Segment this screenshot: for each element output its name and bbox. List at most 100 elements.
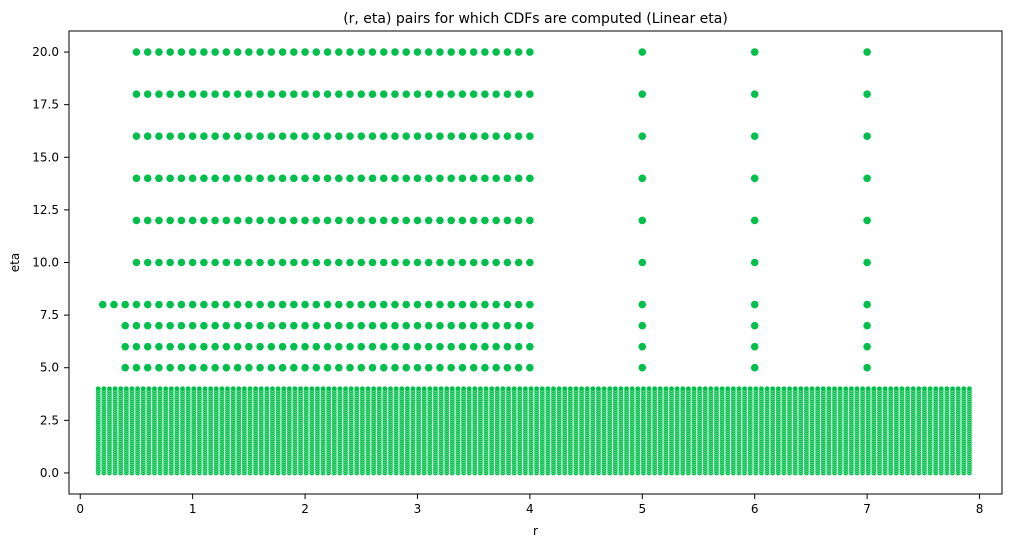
scatter-point bbox=[618, 385, 624, 392]
scatter-point bbox=[376, 385, 383, 392]
scatter-point bbox=[702, 385, 709, 392]
scatter-point bbox=[545, 385, 551, 392]
scatter-point bbox=[522, 385, 529, 392]
scatter-point bbox=[533, 385, 540, 392]
scatter-point bbox=[578, 385, 585, 392]
scatter-point bbox=[595, 385, 602, 392]
scatter-point bbox=[264, 385, 270, 392]
scatter-point bbox=[331, 385, 338, 392]
scatter-point bbox=[758, 385, 765, 392]
scatter-point bbox=[95, 385, 102, 392]
scatter-point bbox=[286, 385, 293, 392]
scatter-point bbox=[708, 385, 714, 392]
scatter-point bbox=[539, 385, 546, 392]
scatter-point bbox=[146, 385, 152, 392]
scatter-point bbox=[353, 385, 360, 392]
scatter-point bbox=[668, 385, 675, 392]
scatter-point bbox=[309, 385, 315, 392]
scatter-point bbox=[325, 385, 332, 392]
scatter-point bbox=[494, 385, 501, 392]
plot-area bbox=[95, 47, 973, 476]
scatter-point bbox=[275, 385, 281, 392]
scatter-point bbox=[516, 385, 523, 392]
scatter-point bbox=[365, 385, 371, 392]
scatter-point bbox=[646, 385, 652, 392]
scatter-point bbox=[713, 385, 720, 392]
scatter-point bbox=[235, 385, 242, 392]
scatter-point bbox=[117, 385, 124, 392]
scatter-point bbox=[584, 385, 590, 392]
scatter-point bbox=[421, 385, 427, 392]
scatter-point bbox=[162, 385, 169, 392]
scatter-point bbox=[477, 385, 484, 392]
scatter-point bbox=[247, 385, 253, 392]
scatter-point bbox=[629, 385, 635, 392]
scatter-point bbox=[269, 385, 276, 392]
scatter-point bbox=[196, 385, 203, 392]
scatter-point bbox=[505, 385, 512, 392]
scatter-point bbox=[320, 385, 326, 392]
scatter-point bbox=[393, 385, 399, 392]
scatter-point bbox=[404, 385, 411, 392]
scatter-point bbox=[556, 385, 562, 392]
scatter-point bbox=[466, 385, 472, 392]
scatter-point bbox=[730, 385, 737, 392]
scatter-point bbox=[443, 385, 450, 392]
scatter-point bbox=[252, 385, 259, 392]
scatter-point bbox=[382, 385, 388, 392]
scatter-point bbox=[280, 385, 287, 392]
scatter-point bbox=[151, 385, 158, 392]
scatter-point bbox=[488, 385, 495, 392]
scatter-point bbox=[550, 385, 557, 392]
scatter-point bbox=[696, 385, 703, 392]
scatter-point bbox=[657, 385, 664, 392]
scatter-point bbox=[483, 385, 489, 392]
scatter-point bbox=[213, 385, 220, 392]
scatter-point bbox=[415, 385, 422, 392]
scatter-point bbox=[663, 385, 669, 392]
scatter-point bbox=[258, 385, 264, 392]
scatter-point bbox=[719, 385, 725, 392]
scatter-point bbox=[455, 385, 461, 392]
scatter-point bbox=[651, 385, 658, 392]
scatter-point bbox=[337, 385, 343, 392]
scatter-point bbox=[606, 385, 613, 392]
scatter-point bbox=[303, 385, 309, 392]
scatter-point bbox=[601, 385, 607, 392]
scatter-point bbox=[342, 385, 349, 392]
scatter-point bbox=[202, 385, 208, 392]
scatter-point bbox=[590, 385, 596, 392]
scatter-point bbox=[612, 385, 619, 392]
scatter-point bbox=[129, 385, 135, 392]
scatter-point bbox=[241, 385, 248, 392]
scatter-point bbox=[460, 385, 467, 392]
scatter-point bbox=[741, 385, 748, 392]
scatter-point bbox=[691, 385, 697, 392]
scatter-point bbox=[410, 385, 416, 392]
scatter-point bbox=[134, 385, 141, 392]
scatter-point bbox=[370, 385, 377, 392]
scatter-point bbox=[573, 385, 579, 392]
scatter-point bbox=[123, 385, 130, 392]
scatter-point bbox=[359, 385, 366, 392]
scatter-point bbox=[561, 385, 568, 392]
scatter-point bbox=[427, 385, 433, 392]
scatter-point bbox=[753, 385, 759, 392]
scatter-point bbox=[747, 385, 753, 392]
scatter-point bbox=[174, 385, 180, 392]
scatter-point bbox=[432, 385, 439, 392]
scatter-point bbox=[387, 385, 394, 392]
scatter-point bbox=[140, 385, 146, 392]
scatter-point bbox=[101, 385, 107, 392]
scatter-point bbox=[348, 385, 354, 392]
scatter-point bbox=[230, 385, 236, 392]
scatter-point bbox=[398, 385, 405, 392]
scatter-point bbox=[292, 385, 298, 392]
chart-title: (r, eta) pairs for which CDFs are comput… bbox=[343, 11, 728, 27]
scatter-point bbox=[679, 385, 686, 392]
scatter-point bbox=[635, 385, 641, 392]
scatter-point bbox=[623, 385, 630, 392]
scatter-point bbox=[207, 385, 214, 392]
